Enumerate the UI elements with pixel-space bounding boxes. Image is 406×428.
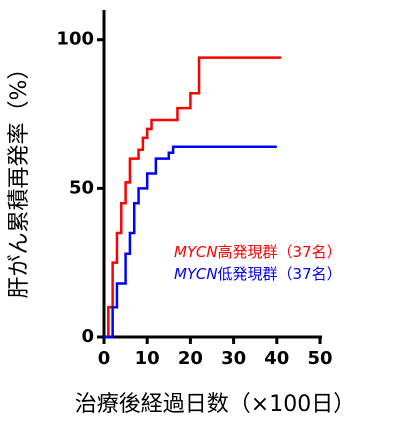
x-axis-label: 治療後経過日数（×100日） xyxy=(75,392,355,417)
y-tick-label: 50 xyxy=(69,177,94,198)
step-line xyxy=(104,145,277,339)
legend-label: MYCN低発現群（37名） xyxy=(174,265,342,283)
x-tick-label: 50 xyxy=(307,348,332,369)
step-line xyxy=(104,56,282,339)
y-tick-label: 100 xyxy=(56,29,94,50)
x-tick-label: 40 xyxy=(264,348,289,369)
x-tick-label: 10 xyxy=(135,348,160,369)
x-tick-label: 30 xyxy=(221,348,246,369)
legend-label: MYCN高発現群（37名） xyxy=(174,243,342,261)
y-tick-label: 0 xyxy=(81,326,94,347)
y-axis-label: 肝がん累積再発率（%） xyxy=(7,58,32,299)
x-tick-label: 0 xyxy=(98,348,111,369)
x-tick-label: 20 xyxy=(178,348,203,369)
